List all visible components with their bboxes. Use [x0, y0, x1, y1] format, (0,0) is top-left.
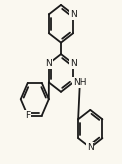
Text: N: N [70, 10, 76, 19]
Text: N: N [46, 59, 52, 68]
Text: N: N [87, 143, 94, 152]
Text: N: N [70, 59, 76, 68]
Text: F: F [25, 111, 30, 120]
Text: NH: NH [73, 78, 87, 87]
